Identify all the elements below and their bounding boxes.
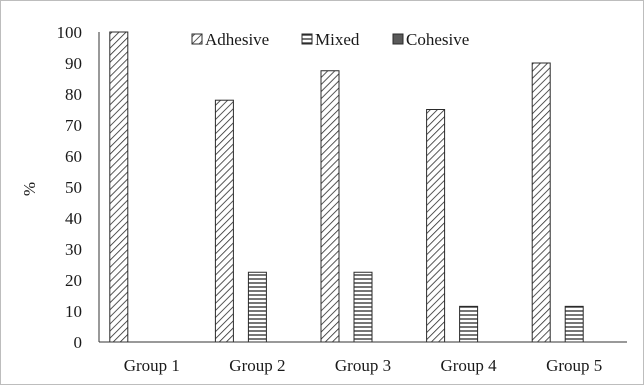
legend-item-cohesive: Cohesive xyxy=(392,30,469,49)
legend-label-cohesive: Cohesive xyxy=(406,30,469,49)
bar-adhesive-group-4 xyxy=(426,109,446,343)
y-tick-label-10: 10 xyxy=(65,302,82,321)
y-tick-label-70: 70 xyxy=(65,116,82,135)
legend-label-adhesive: Adhesive xyxy=(205,30,269,49)
y-tick-label-80: 80 xyxy=(65,85,82,104)
bar-adhesive-group-2 xyxy=(214,99,234,343)
y-axis-label: % xyxy=(20,182,39,196)
y-tick-label-40: 40 xyxy=(65,209,82,228)
bar-adhesive-group-1 xyxy=(109,31,129,343)
y-tick-label-60: 60 xyxy=(65,147,82,166)
y-tick-label-100: 100 xyxy=(57,23,83,42)
x-tick-label-group-4: Group 4 xyxy=(440,356,497,375)
legend-swatch-adhesive xyxy=(191,33,203,45)
legend: Adhesive Mixed Cohesive xyxy=(191,30,469,49)
axes: 0 10 20 30 40 50 60 70 80 90 100 Group 1 Group 2 Grou… xyxy=(57,23,627,375)
bar-mixed-group-4 xyxy=(459,305,479,343)
bars xyxy=(109,31,584,343)
bar-adhesive-group-5 xyxy=(531,62,551,343)
bar-mixed-group-3 xyxy=(353,271,373,343)
legend-label-mixed: Mixed xyxy=(315,30,360,49)
x-tick-label-group-1: Group 1 xyxy=(124,356,180,375)
y-tick-label-90: 90 xyxy=(65,54,82,73)
legend-item-adhesive: Adhesive xyxy=(191,30,269,49)
bar-mixed-group-5 xyxy=(564,305,584,343)
bar-adhesive-group-3 xyxy=(320,70,340,343)
y-tick-label-20: 20 xyxy=(65,271,82,290)
legend-item-mixed: Mixed xyxy=(301,30,360,49)
legend-swatch-cohesive xyxy=(392,33,404,45)
legend-swatch-mixed xyxy=(301,33,313,45)
x-tick-label-group-5: Group 5 xyxy=(546,356,602,375)
y-tick-label-0: 0 xyxy=(74,333,83,352)
x-tick-label-group-3: Group 3 xyxy=(335,356,391,375)
x-tick-label-group-2: Group 2 xyxy=(229,356,285,375)
y-tick-label-30: 30 xyxy=(65,240,82,259)
y-tick-label-50: 50 xyxy=(65,178,82,197)
bar-mixed-group-2 xyxy=(247,271,267,343)
